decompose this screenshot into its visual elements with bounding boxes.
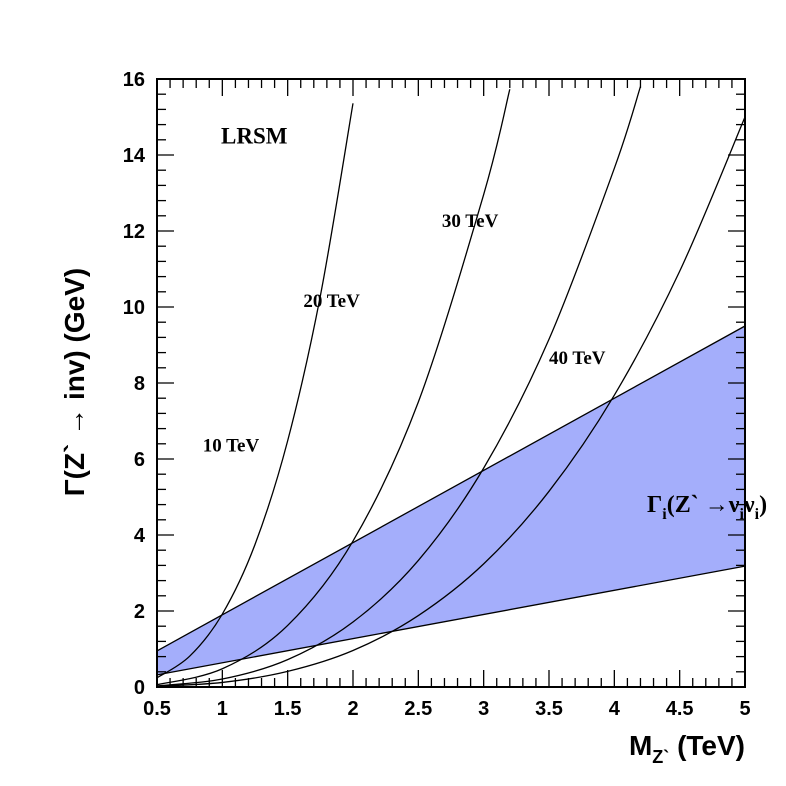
x-axis-title: MZ` (TeV): [629, 730, 745, 767]
y-tick-label: 6: [134, 449, 145, 471]
y-axis-title: Γ(Z` → inv) (GeV): [59, 268, 90, 496]
band-label-sub-2: i: [739, 506, 744, 523]
y-tick-label: 10: [123, 297, 145, 319]
tick-layer: [156, 78, 746, 688]
curve-label: 20 TeV: [303, 291, 360, 312]
band-upper-edge: [156, 325, 746, 652]
x-tick-label: 1.5: [274, 698, 302, 720]
x-tick-label: 1: [217, 698, 228, 720]
band-label-nu: ν: [743, 492, 755, 518]
band-label: Γi(Z` →νiνi): [647, 492, 767, 523]
curve-label: 30 TeV: [442, 211, 499, 232]
y-tick-label: 2: [134, 601, 145, 623]
x-tick-label: 2.5: [404, 698, 432, 720]
band-layer: [156, 325, 746, 676]
x-tick-label: 5: [739, 698, 750, 720]
curve-label: 10 TeV: [203, 435, 260, 456]
x-tick-label: 2: [347, 698, 358, 720]
y-tick-label: 16: [123, 69, 145, 91]
curve-20-tev: [157, 89, 511, 686]
x-tick-label: 0.5: [143, 698, 171, 720]
band-label-sub-1: i: [662, 506, 667, 523]
x-tick-label: 4: [609, 698, 621, 720]
band-lower-edge: [156, 565, 746, 676]
band-label-gamma: Γ: [647, 492, 662, 518]
band-area: [157, 326, 745, 675]
x-axis-title-sub: Z`: [652, 747, 669, 767]
curve-layer: [157, 86, 745, 687]
label-layer: 0.5 1 1.5 2 2.5 3 3.5 4 4.5 5 0 2 4 6 8 10 12 14 16 10 TeV 2…: [123, 69, 751, 720]
model-label: LRSM: [221, 124, 288, 149]
x-tick-label: 3: [478, 698, 489, 720]
y-tick-label: 14: [123, 145, 146, 167]
x-tick-label: 3.5: [535, 698, 563, 720]
band-label-sub-3: i: [755, 506, 760, 523]
x-tick-label: 4.5: [666, 698, 694, 720]
curve-label: 40 TeV: [549, 348, 606, 369]
y-tick-label: 8: [134, 373, 145, 395]
x-axis-title-unit: (TeV): [669, 730, 745, 761]
curve-10-tev: [157, 103, 354, 679]
curve-40-tev: [157, 116, 745, 687]
band-label-close: ): [759, 492, 767, 518]
x-axis-title-main: M: [629, 730, 652, 761]
y-tick-label: 4: [134, 525, 146, 547]
curve-30-tev: [157, 86, 642, 687]
y-tick-label: 12: [123, 221, 145, 243]
y-tick-label: 0: [134, 677, 145, 699]
band-label-open: (Z` →ν: [667, 492, 740, 518]
